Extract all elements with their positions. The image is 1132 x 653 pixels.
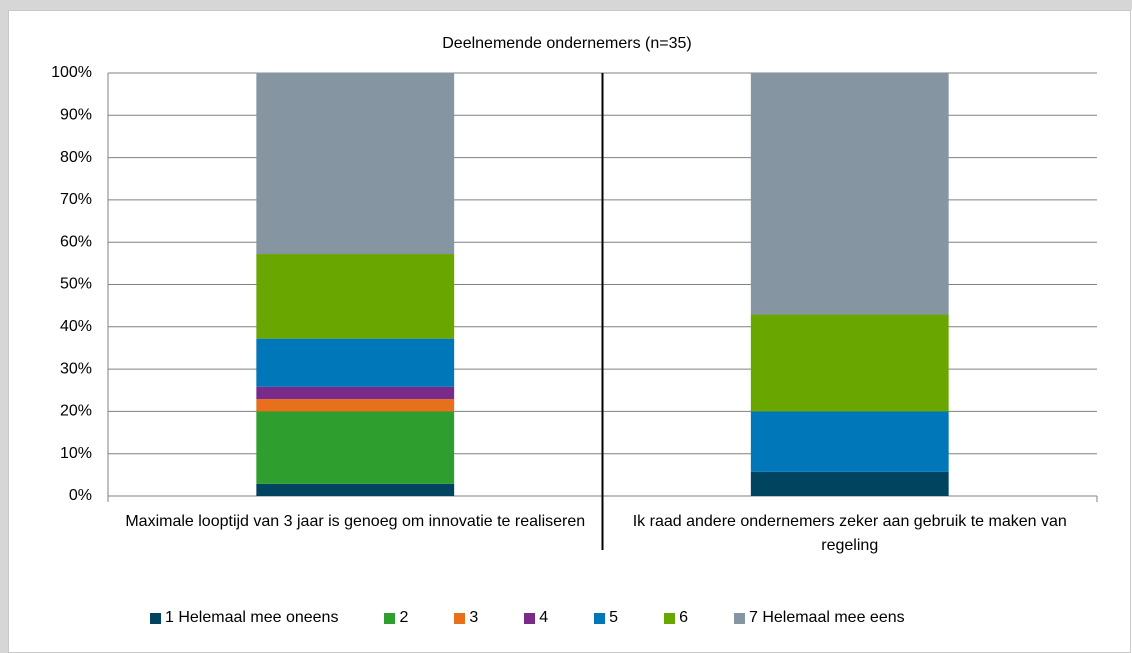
bar-segment (750, 314, 949, 412)
bar-segment (256, 72, 455, 255)
legend-label: 1 Helemaal mee oneens (165, 609, 339, 626)
header-bar (0, 0, 1132, 10)
legend-label: 6 (679, 609, 688, 626)
legend-swatch (150, 612, 161, 624)
bar-segment (256, 411, 455, 484)
y-tick-label: 10% (60, 445, 92, 462)
y-tick-label: 90% (60, 107, 92, 124)
y-tick-label: 60% (60, 233, 92, 250)
y-tick-label: 50% (60, 276, 92, 293)
legend-item: 4 (524, 609, 548, 627)
bar-segment (750, 73, 949, 315)
y-tick-label: 40% (60, 318, 92, 335)
legend-item: 2 (384, 609, 408, 627)
legend-swatch (384, 612, 396, 624)
bar-segment (256, 399, 455, 412)
legend: 1 Helemaal mee oneens 2 3 4 5 6 7 Helemaal mee… (150, 609, 905, 627)
legend-swatch (594, 612, 606, 624)
legend-item: 6 (664, 609, 688, 627)
legend-swatch (664, 612, 676, 624)
legend-label: 5 (609, 609, 619, 626)
legend-item: 7 Helemaal mee eens (733, 609, 905, 627)
chart-title: Deelnemende ondernemers (n=35) (442, 35, 691, 52)
side-bar (0, 10, 8, 653)
legend-item: 5 (594, 609, 618, 627)
legend-label: 2 (399, 609, 409, 626)
legend-swatch (454, 612, 466, 624)
y-tick-label: 80% (60, 149, 92, 166)
legend-label: 3 (469, 609, 479, 626)
legend-swatch (733, 612, 745, 624)
y-tick-label: 0% (69, 487, 92, 504)
bar-segment (750, 471, 949, 496)
y-tick-label: 70% (60, 191, 92, 208)
bar-segment (256, 483, 455, 496)
bar-segment (256, 386, 455, 400)
legend-swatch (524, 612, 536, 624)
legend-item: 1 Helemaal mee oneens (150, 609, 338, 627)
legend-label: 4 (539, 609, 549, 626)
y-tick-label: 20% (60, 403, 92, 420)
y-tick-label: 100% (51, 64, 92, 81)
bar-segment (256, 254, 455, 339)
bar-segment (750, 411, 949, 472)
x-tick-label: Maximale looptijd van 3 jaar is genoeg o… (125, 513, 586, 530)
y-tick-label: 30% (60, 360, 92, 377)
x-tick-label: Ik raad andere ondernemers zeker aan geb… (632, 513, 1067, 554)
legend-label: 7 Helemaal mee eens (748, 609, 905, 626)
bar-segment (256, 338, 455, 387)
legend-item: 3 (454, 609, 478, 627)
